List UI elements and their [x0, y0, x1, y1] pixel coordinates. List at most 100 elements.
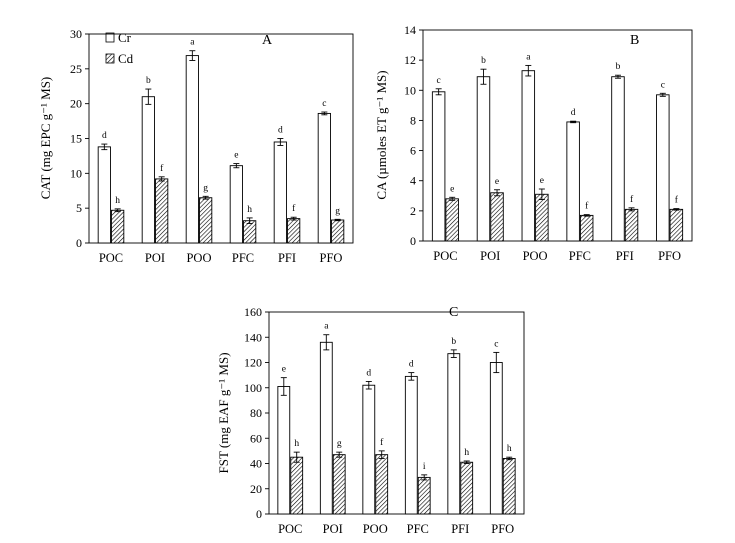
bar-c-cr [362, 384, 376, 515]
bar-b-cd [445, 198, 459, 242]
significance-letter-b: f [630, 194, 634, 205]
x-tick-label-b: POO [523, 249, 548, 263]
bar-b-cd [669, 208, 684, 242]
significance-letter-a: e [234, 151, 238, 161]
bar-a-cd [155, 178, 169, 244]
bar-a-cr [273, 141, 287, 244]
significance-letter-a: h [247, 205, 252, 215]
y-tick-label-b: 14 [404, 23, 416, 37]
bar-a-cr [141, 96, 155, 244]
bar-c-cd [332, 454, 346, 515]
chart-panel-a: A CAT (mg EPC g⁻¹ MS) 0 5 10 15 20 25 30 POC d h P… [38, 27, 354, 265]
bar-c-cr [277, 386, 291, 515]
significance-letter-c: i [423, 462, 426, 472]
significance-letter-b: f [585, 201, 589, 212]
bar-c-cr [319, 341, 333, 515]
bar-b-cr [656, 94, 670, 242]
bar-a-cd [111, 209, 125, 244]
bar-a-cd [287, 218, 301, 244]
panel-title-b: B [630, 33, 639, 48]
significance-letter-c: a [324, 322, 329, 332]
significance-letter-a: h [115, 196, 120, 206]
bar-a-cr [229, 165, 243, 244]
significance-letter-a: b [146, 76, 151, 86]
x-tick-label-b: PFO [658, 249, 681, 263]
y-tick-label-c: 0 [256, 507, 262, 521]
y-tick-label-c: 120 [244, 356, 262, 370]
significance-letter-c: d [366, 368, 371, 378]
y-tick-label-b: 6 [410, 144, 416, 158]
x-tick-label-a: POO [186, 251, 211, 265]
significance-letter-b: e [540, 176, 544, 186]
chart-panel-b: B CA (µmoles ET g⁻¹ MS) 0 2 4 6 8 10 12 14 POC c e… [374, 23, 693, 263]
y-axis-label-b: CA (µmoles ET g⁻¹ MS) [374, 70, 389, 199]
significance-letter-c: c [494, 339, 498, 349]
bar-b-cd [535, 193, 549, 242]
bar-c-cr [489, 362, 503, 515]
y-tick-label-c: 160 [244, 305, 262, 319]
y-tick-label-b: 2 [410, 204, 416, 218]
significance-letter-a: c [322, 99, 326, 109]
x-tick-label-c: POI [323, 522, 343, 536]
bar-c-cd [502, 458, 516, 515]
bar-c-cd [417, 476, 431, 515]
significance-letter-b: e [495, 177, 499, 187]
significance-letter-b: c [661, 80, 665, 90]
bar-a-cd [243, 220, 257, 244]
significance-letter-b: b [616, 62, 621, 72]
y-axis-label-a: CAT (mg EPC g⁻¹ MS) [38, 77, 53, 199]
y-tick-label-a: 30 [70, 27, 82, 41]
y-tick-label-b: 10 [404, 83, 416, 97]
significance-letter-b: d [571, 108, 576, 118]
bar-b-cr [611, 76, 625, 242]
significance-letter-a: f [292, 203, 296, 214]
significance-letter-a: g [203, 183, 208, 193]
significance-letter-b: b [481, 56, 486, 66]
x-tick-label-c: POO [363, 522, 388, 536]
y-tick-label-a: 10 [70, 166, 82, 180]
legend: Cr Cd [105, 30, 134, 66]
x-tick-label-c: PFI [451, 522, 469, 536]
bar-a-cr [317, 112, 331, 244]
plot-frame-b [422, 29, 693, 242]
significance-letter-c: d [409, 360, 414, 370]
y-tick-label-c: 40 [250, 457, 262, 471]
y-tick-label-b: 8 [410, 113, 416, 127]
y-tick-label-a: 0 [76, 236, 82, 250]
x-tick-label-a: POI [145, 251, 165, 265]
legend-label-cr: Cr [118, 30, 132, 45]
y-tick-label-a: 20 [70, 97, 82, 111]
significance-letter-b: f [675, 195, 679, 206]
bar-b-cd [490, 192, 504, 242]
bar-b-cd [579, 214, 594, 242]
significance-letter-a: a [190, 38, 195, 48]
x-tick-label-a: PFI [278, 251, 296, 265]
significance-letter-c: h [507, 444, 512, 454]
x-tick-label-b: PFI [616, 249, 634, 263]
y-tick-label-b: 4 [410, 174, 416, 188]
significance-letter-a: f [160, 163, 164, 174]
significance-letter-c: f [380, 437, 384, 448]
bar-c-cr [447, 353, 461, 515]
y-tick-label-b: 12 [404, 53, 416, 67]
significance-letter-b: a [526, 52, 531, 62]
x-tick-label-a: PFC [232, 251, 254, 265]
significance-letter-c: g [337, 439, 342, 449]
x-tick-label-a: PFO [320, 251, 343, 265]
bar-c-cd [290, 456, 304, 515]
bar-c-cd [460, 461, 474, 515]
x-tick-label-c: POC [278, 522, 302, 536]
bar-a-cd [199, 197, 213, 244]
x-tick-label-a: POC [99, 251, 123, 265]
legend-swatch-cr [105, 32, 115, 43]
x-tick-label-c: PFO [491, 522, 514, 536]
y-tick-label-a: 5 [76, 201, 82, 215]
bar-a-cr [185, 55, 199, 244]
bar-b-cr [566, 121, 580, 242]
x-tick-label-c: PFC [407, 522, 429, 536]
bar-b-cr [476, 76, 491, 242]
significance-letter-c: h [294, 439, 299, 449]
x-tick-label-b: POC [433, 249, 457, 263]
significance-letter-c: e [282, 365, 286, 375]
